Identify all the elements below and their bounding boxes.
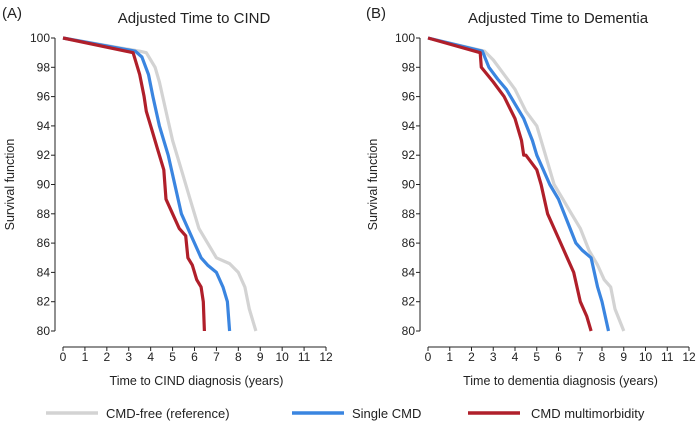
x-tick-label: 0 <box>60 350 67 364</box>
panel-b: (B) Adjusted Time to Dementia808284868890… <box>366 5 696 388</box>
panel-label: (B) <box>366 5 386 22</box>
y-tick-label: 98 <box>37 60 51 74</box>
x-tick-label: 8 <box>235 350 242 364</box>
x-axis-label: Time to CIND diagnosis (years) <box>110 374 284 388</box>
x-tick-label: 9 <box>257 350 264 364</box>
x-tick-label: 4 <box>147 350 154 364</box>
y-axis-label: Survival function <box>366 139 380 231</box>
y-tick-label: 92 <box>37 148 51 162</box>
legend-label-cmd-free-reference: CMD-free (reference) <box>106 406 230 421</box>
y-tick-label: 100 <box>30 31 50 45</box>
x-tick-label: 7 <box>213 350 220 364</box>
x-tick-label: 2 <box>103 350 110 364</box>
series-line-cmd-multimorbidity <box>427 36 593 332</box>
chart-title: Adjusted Time to Dementia <box>468 10 649 27</box>
series-line-single-cmd <box>427 36 611 332</box>
chart-title: Adjusted Time to CIND <box>118 10 271 27</box>
x-tick-label: 0 <box>425 350 432 364</box>
x-tick-label: 3 <box>125 350 132 364</box>
x-tick-label: 1 <box>82 350 89 364</box>
y-tick-label: 90 <box>402 178 416 192</box>
x-tick-label: 10 <box>639 350 653 364</box>
x-tick-label: 4 <box>512 350 519 364</box>
y-tick-label: 82 <box>37 295 51 309</box>
y-tick-label: 98 <box>402 60 416 74</box>
legend-label-single-cmd: Single CMD <box>352 406 421 421</box>
y-tick-label: 80 <box>37 324 51 338</box>
x-axis-label: Time to dementia diagnosis (years) <box>463 374 658 388</box>
x-tick-label: 11 <box>298 350 311 364</box>
y-tick-label: 96 <box>402 90 416 104</box>
x-tick-label: 8 <box>599 350 606 364</box>
series-line-single-cmd <box>62 36 232 332</box>
panel-a: (A) Adjusted Time to CIND8082848688909294… <box>2 5 333 388</box>
y-tick-label: 94 <box>402 119 416 133</box>
y-tick-label: 84 <box>37 265 51 279</box>
y-tick-label: 88 <box>37 207 51 221</box>
x-tick-label: 2 <box>468 350 475 364</box>
panel-label: (A) <box>2 5 22 22</box>
x-tick-label: 12 <box>319 350 333 364</box>
legend-label-cmd-multimorbidity: CMD multimorbidity <box>531 406 645 421</box>
y-tick-label: 100 <box>395 31 415 45</box>
x-tick-label: 11 <box>661 350 674 364</box>
y-axis-label: Survival function <box>3 139 17 231</box>
y-tick-label: 90 <box>37 178 51 192</box>
x-tick-label: 6 <box>191 350 198 364</box>
y-tick-label: 86 <box>37 236 51 250</box>
x-tick-label: 6 <box>555 350 562 364</box>
series-line-cmd-free-reference <box>62 36 258 332</box>
y-tick-label: 96 <box>37 90 51 104</box>
x-tick-label: 9 <box>620 350 627 364</box>
x-tick-label: 7 <box>577 350 584 364</box>
y-tick-label: 88 <box>402 207 416 221</box>
y-tick-label: 84 <box>402 265 416 279</box>
y-tick-label: 94 <box>37 119 51 133</box>
y-tick-label: 92 <box>402 148 416 162</box>
x-tick-label: 12 <box>682 350 696 364</box>
y-tick-label: 82 <box>402 295 416 309</box>
series-line-cmd-free-reference <box>427 36 626 332</box>
x-tick-label: 10 <box>275 350 289 364</box>
x-tick-label: 1 <box>446 350 453 364</box>
y-tick-label: 86 <box>402 236 416 250</box>
legend: CMD-free (reference) Single CMD CMD multim… <box>46 406 645 421</box>
series-line-cmd-multimorbidity <box>62 36 206 332</box>
x-tick-label: 5 <box>533 350 540 364</box>
x-tick-label: 5 <box>169 350 176 364</box>
x-tick-label: 3 <box>490 350 497 364</box>
y-tick-label: 80 <box>402 324 416 338</box>
